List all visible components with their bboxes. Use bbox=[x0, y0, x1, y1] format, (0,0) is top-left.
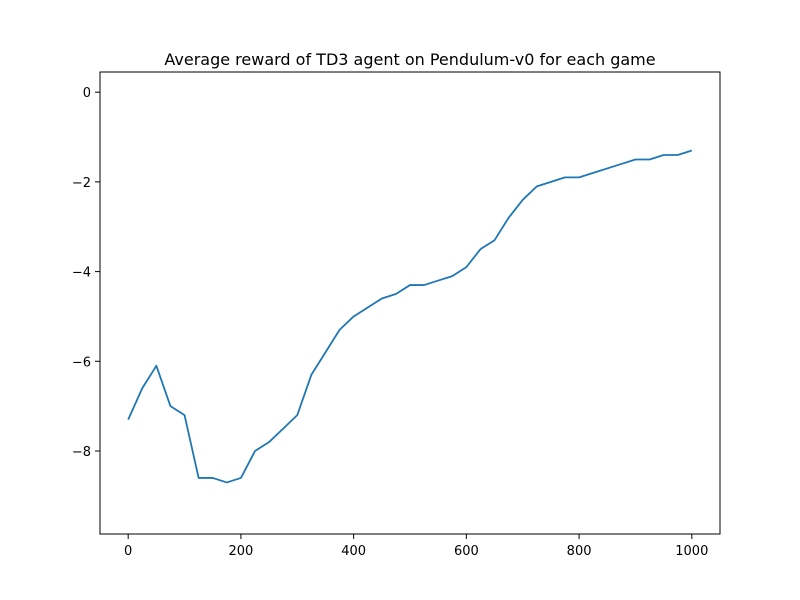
plot-area bbox=[127, 149, 693, 484]
y-tick-label: 0 bbox=[83, 86, 91, 101]
x-tick-label: 400 bbox=[341, 544, 366, 559]
axes-frame bbox=[99, 71, 721, 535]
series-line-0 bbox=[127, 149, 693, 484]
axis-ticks: 0 200 400 600 800 1000 0 −2 −4 −6 −8 bbox=[72, 86, 709, 559]
y-tick-label: −6 bbox=[72, 355, 91, 370]
x-tick-label: 600 bbox=[454, 544, 479, 559]
y-tick-label: −4 bbox=[72, 266, 91, 281]
y-tick-label: −2 bbox=[72, 176, 91, 191]
chart-title: Average reward of TD3 agent on Pendulum-… bbox=[164, 50, 655, 69]
x-tick-label: 200 bbox=[228, 544, 253, 559]
x-tick-label: 1000 bbox=[675, 544, 708, 559]
x-tick-label: 800 bbox=[567, 544, 592, 559]
x-tick-label: 0 bbox=[124, 544, 132, 559]
y-tick-label: −8 bbox=[72, 445, 91, 460]
